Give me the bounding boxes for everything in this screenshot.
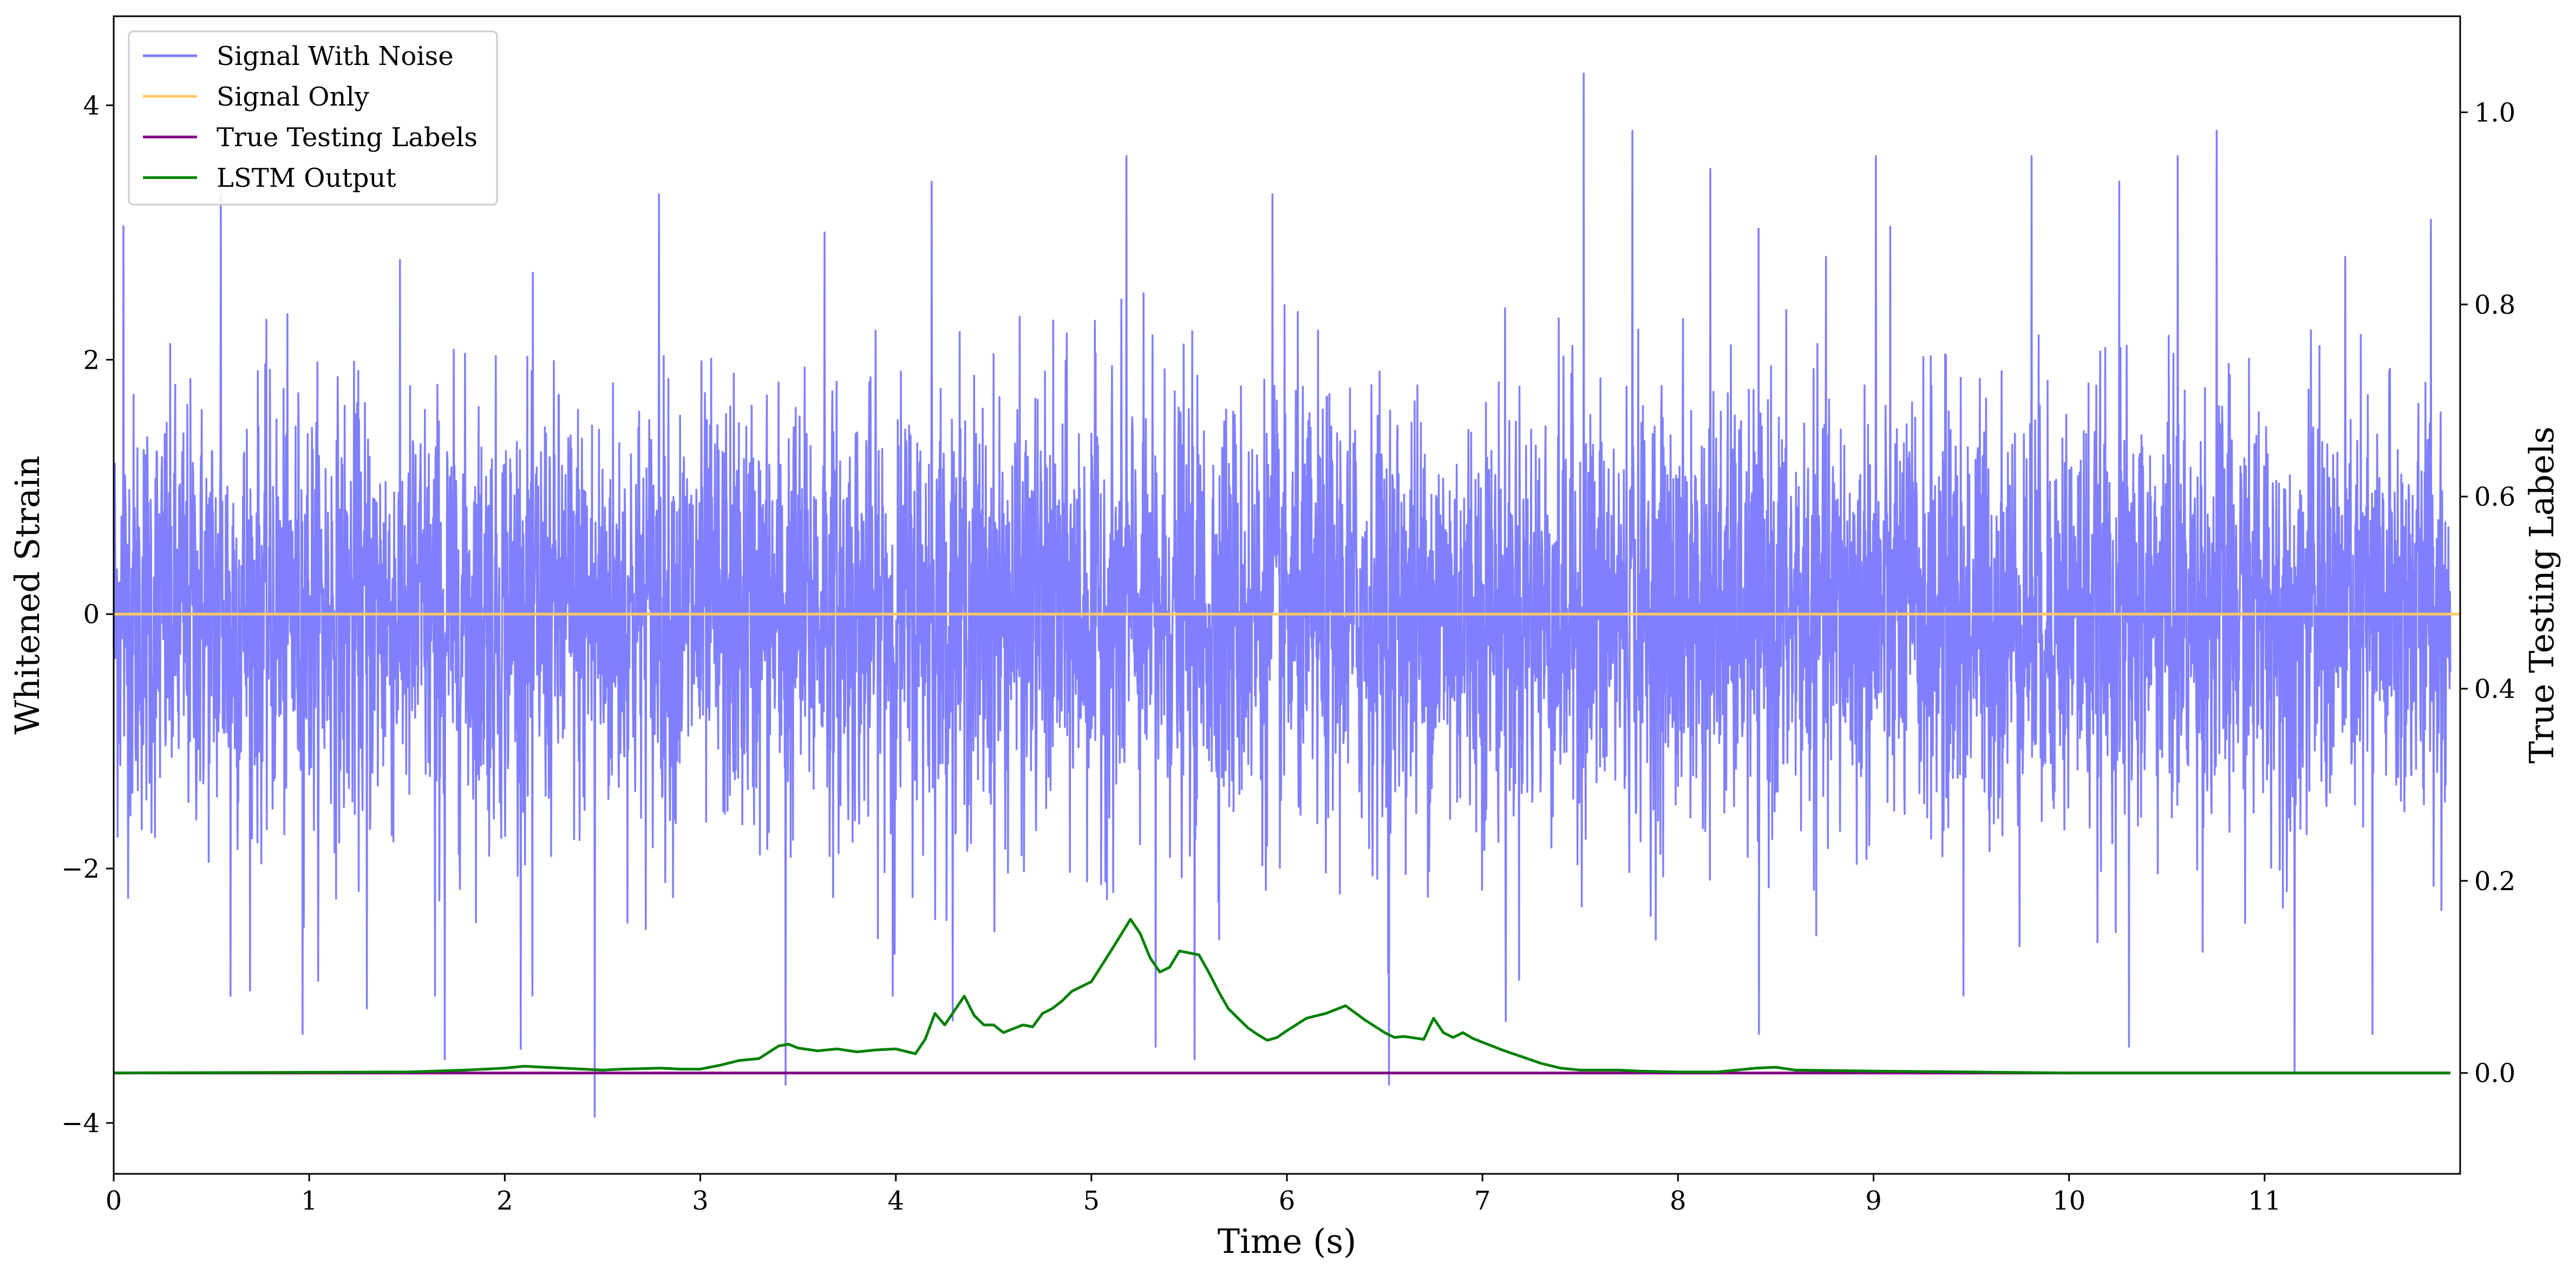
y-right-tick-label: 0.2 bbox=[2474, 866, 2515, 897]
y-tick-label: 0 bbox=[83, 599, 100, 630]
x-tick-label: 10 bbox=[2052, 1186, 2085, 1216]
x-tick-label: 5 bbox=[1083, 1186, 1100, 1216]
y-axis-right-label: True Testing Labels bbox=[2522, 427, 2561, 764]
x-tick-label: 2 bbox=[496, 1186, 513, 1216]
x-tick-label: 1 bbox=[301, 1186, 318, 1216]
y-tick-label: 4 bbox=[83, 90, 100, 121]
legend-label-lstm-output: LSTM Output bbox=[217, 163, 396, 193]
y-right-tick-label: 1.0 bbox=[2474, 97, 2515, 128]
y-right-tick-label: 0.8 bbox=[2474, 290, 2515, 320]
signal-with-noise-line bbox=[113, 72, 2451, 1118]
y-tick-label: −4 bbox=[61, 1108, 100, 1139]
legend: Signal With Noise Signal Only True Testing… bbox=[128, 30, 498, 206]
x-tick-label: 0 bbox=[106, 1186, 122, 1216]
x-tick-label: 4 bbox=[887, 1186, 904, 1216]
x-tick-label: 7 bbox=[1474, 1186, 1491, 1216]
y-tick-label: 2 bbox=[83, 345, 100, 375]
y-axis-label: Whitened Strain bbox=[8, 456, 47, 735]
legend-box bbox=[128, 30, 498, 206]
y-right-tick-label: 0.0 bbox=[2474, 1059, 2515, 1089]
x-tick-label: 8 bbox=[1670, 1186, 1686, 1216]
x-tick-label: 9 bbox=[1865, 1186, 1882, 1216]
x-tick-label: 6 bbox=[1279, 1186, 1296, 1216]
lstm-output-line bbox=[113, 918, 2450, 1075]
y-right-tick-label: 0.6 bbox=[2474, 482, 2515, 512]
signal-with-noise-series bbox=[113, 72, 2451, 1118]
legend-label-signal-only: Signal Only bbox=[217, 82, 369, 112]
x-tick-label: 11 bbox=[2248, 1186, 2281, 1216]
y-right-tick-label: 0.4 bbox=[2474, 674, 2515, 704]
legend-label-true-testing-labels: True Testing Labels bbox=[217, 122, 478, 153]
x-axis-label: Time (s) bbox=[1218, 1221, 1357, 1261]
x-tick-label: 3 bbox=[692, 1186, 709, 1216]
legend-label-signal-with-noise: Signal With Noise bbox=[217, 41, 454, 71]
y-tick-label: −2 bbox=[61, 854, 100, 884]
